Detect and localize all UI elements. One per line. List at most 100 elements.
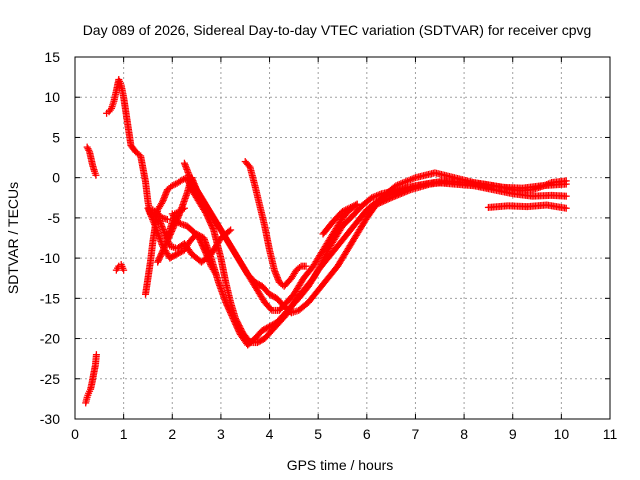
data-point bbox=[375, 199, 383, 207]
y-axis-label: SDTVAR / TECUs bbox=[5, 182, 21, 294]
data-point bbox=[267, 305, 275, 313]
data-point bbox=[149, 217, 157, 225]
data-point bbox=[544, 180, 552, 188]
y-tick-label: 0 bbox=[52, 170, 60, 186]
data-point bbox=[350, 202, 358, 210]
x-tick-label: 10 bbox=[554, 426, 570, 442]
data-point bbox=[342, 206, 350, 214]
data-point bbox=[147, 212, 155, 220]
data-point bbox=[405, 176, 413, 184]
x-tick-label: 5 bbox=[314, 426, 322, 442]
data-point bbox=[384, 195, 392, 203]
data-point bbox=[392, 182, 400, 190]
x-tick-label: 4 bbox=[266, 426, 274, 442]
data-point bbox=[368, 194, 376, 202]
data-point bbox=[84, 145, 92, 153]
data-point bbox=[347, 203, 355, 211]
data-point bbox=[541, 181, 549, 189]
data-point bbox=[378, 198, 386, 206]
data-point bbox=[175, 219, 183, 227]
x-tick-label: 0 bbox=[71, 426, 79, 442]
data-point bbox=[178, 176, 186, 184]
y-tick-label: -15 bbox=[40, 290, 60, 306]
data-point bbox=[562, 192, 570, 200]
data-point bbox=[144, 204, 152, 212]
data-point bbox=[245, 162, 253, 170]
data-point bbox=[373, 192, 381, 200]
data-point bbox=[176, 220, 184, 228]
data-point bbox=[340, 207, 348, 215]
data-point bbox=[163, 215, 171, 223]
data-point bbox=[353, 200, 361, 208]
x-axis-label: GPS time / hours bbox=[287, 457, 394, 473]
data-point bbox=[484, 183, 492, 191]
x-tick-label: 6 bbox=[363, 426, 371, 442]
y-tick-label: 5 bbox=[52, 129, 60, 145]
x-tick-label: 8 bbox=[460, 426, 468, 442]
data-point bbox=[302, 262, 310, 270]
y-tick-label: -30 bbox=[40, 411, 60, 427]
x-tick-label: 9 bbox=[509, 426, 517, 442]
y-tick-label: 15 bbox=[44, 49, 60, 65]
data-point bbox=[225, 227, 233, 235]
data-point bbox=[179, 205, 187, 213]
x-tick-label: 3 bbox=[217, 426, 225, 442]
data-point bbox=[227, 226, 235, 234]
data-point bbox=[148, 214, 156, 222]
data-point bbox=[374, 191, 382, 199]
data-point bbox=[381, 197, 389, 205]
x-tick-label: 7 bbox=[412, 426, 420, 442]
data-point bbox=[546, 179, 554, 187]
data-point bbox=[543, 181, 551, 189]
data-point bbox=[394, 181, 402, 189]
data-point bbox=[408, 175, 416, 183]
plot-area-border bbox=[74, 56, 611, 420]
y-tick-label: -25 bbox=[40, 371, 60, 387]
data-point bbox=[343, 205, 351, 213]
data-point bbox=[372, 201, 380, 209]
data-point bbox=[369, 202, 377, 210]
data-point bbox=[209, 224, 217, 232]
data-point bbox=[371, 201, 379, 209]
data-point bbox=[540, 182, 548, 190]
data-point bbox=[168, 182, 176, 190]
data-point bbox=[562, 204, 570, 212]
data-point bbox=[150, 219, 158, 227]
data-point bbox=[400, 178, 408, 186]
y-tick-label: 10 bbox=[44, 89, 60, 105]
data-point bbox=[538, 183, 546, 191]
data-point bbox=[212, 270, 220, 278]
data-point bbox=[85, 146, 93, 154]
y-tick-label: -10 bbox=[40, 250, 60, 266]
data-point bbox=[397, 180, 405, 188]
data-point bbox=[386, 194, 394, 202]
data-point bbox=[171, 210, 179, 218]
data-point bbox=[149, 215, 157, 223]
grid-lines bbox=[75, 57, 610, 419]
data-point bbox=[172, 209, 180, 217]
data-point bbox=[410, 174, 418, 182]
data-point bbox=[371, 192, 379, 200]
data-point bbox=[296, 263, 304, 271]
data-point bbox=[351, 201, 359, 209]
data-point bbox=[348, 203, 356, 211]
x-tick-label: 1 bbox=[120, 426, 128, 442]
data-point bbox=[383, 196, 391, 204]
data-point bbox=[562, 177, 570, 185]
data-point bbox=[339, 207, 346, 215]
data-point bbox=[120, 266, 128, 274]
data-point bbox=[377, 199, 385, 207]
y-tick-label: -5 bbox=[48, 210, 61, 226]
data-point bbox=[147, 211, 155, 219]
data-point bbox=[92, 351, 100, 359]
data-point bbox=[158, 199, 166, 207]
data-point bbox=[211, 269, 219, 277]
axis-ticks: 0 1 2 3 4 5 6 7 8 9 10 11 -30 -25 -20 -15 -10 -5 0 5 10 15 bbox=[40, 49, 618, 442]
data-point bbox=[83, 143, 91, 151]
data-points bbox=[82, 76, 570, 407]
data-point bbox=[402, 178, 410, 186]
data-point bbox=[403, 177, 411, 185]
chart-title: Day 089 of 2026, Sidereal Day-to-day VTE… bbox=[83, 22, 592, 38]
data-point bbox=[170, 181, 178, 189]
